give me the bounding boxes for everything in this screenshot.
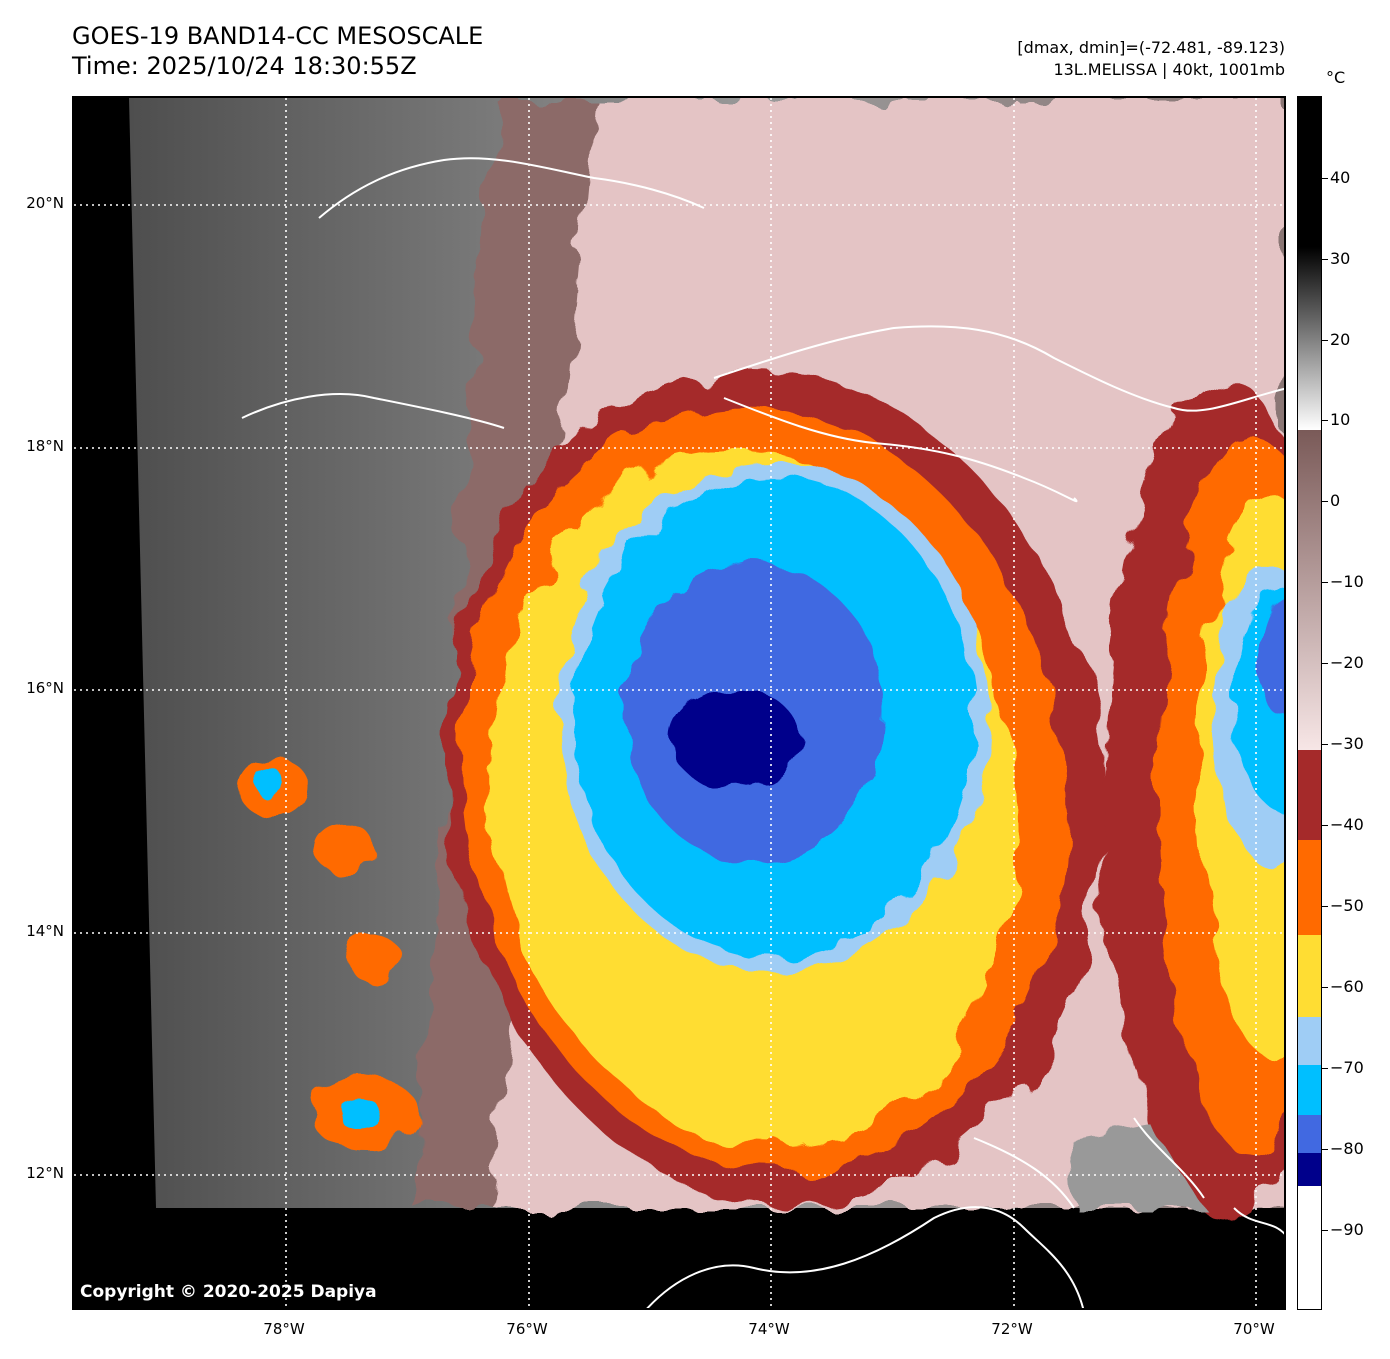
lat-label-20n: 20°N [26, 194, 64, 212]
convective-cells [239, 758, 419, 1148]
colorbar-segment-dark-red [1298, 750, 1321, 840]
colorbar-label-minus60: −60 [1330, 977, 1364, 996]
colorbar [1297, 96, 1322, 1310]
lat-label-14n: 14°N [26, 922, 64, 940]
colorbar-segment-cyan [1298, 1065, 1321, 1115]
colorbar-segment-light-blue [1298, 1017, 1321, 1065]
colorbar-label-10: 10 [1330, 410, 1351, 429]
lon-label-78w: 78°W [263, 1320, 305, 1338]
dmax-dmin-readout: [dmax, dmin]=(-72.481, -89.123) [1017, 38, 1285, 57]
storm-core [559, 463, 1284, 973]
colorbar-segment-white [1298, 1186, 1321, 1309]
colorbar-unit: °C [1326, 68, 1346, 87]
lon-label-70w: 70°W [1233, 1320, 1275, 1338]
coastlines [241, 157, 1284, 1308]
copyright-notice: Copyright © 2020-2025 Dapiya [80, 1282, 377, 1302]
colorbar-label-minus20: −20 [1330, 653, 1364, 672]
ir-imagery [74, 98, 1284, 1308]
colorbar-label-minus40: −40 [1330, 815, 1364, 834]
lon-label-76w: 76°W [506, 1320, 548, 1338]
colorbar-label-0: 0 [1330, 491, 1341, 510]
colorbar-label-minus30: −30 [1330, 734, 1364, 753]
satellite-map: Copyright © 2020-2025 Dapiya [72, 96, 1286, 1310]
lon-label-74w: 74°W [748, 1320, 790, 1338]
colorbar-label-minus80: −80 [1330, 1139, 1364, 1158]
colorbar-label-minus50: −50 [1330, 896, 1364, 915]
colorbar-label-minus70: −70 [1330, 1058, 1364, 1077]
colorbar-label-20: 20 [1330, 330, 1351, 349]
lat-label-12n: 12°N [26, 1164, 64, 1182]
colorbar-segment-brown [1298, 430, 1321, 750]
colorbar-label-30: 30 [1330, 249, 1351, 268]
chart-title: GOES-19 BAND14-CC MESOSCALE [72, 22, 484, 50]
colorbar-label-40: 40 [1330, 168, 1351, 187]
graticule [74, 98, 1284, 1308]
colorbar-segment-orange [1298, 840, 1321, 935]
colorbar-segment-yellow [1298, 935, 1321, 1017]
lat-label-16n: 16°N [26, 679, 64, 697]
storm-info: 13L.MELISSA | 40kt, 1001mb [1053, 60, 1285, 79]
lon-label-72w: 72°W [991, 1320, 1033, 1338]
timestamp: Time: 2025/10/24 18:30:55Z [72, 52, 417, 80]
colorbar-label-minus10: −10 [1330, 572, 1364, 591]
colorbar-segment-gray [1298, 97, 1321, 430]
colorbar-segment-royal-blue [1298, 1115, 1321, 1153]
colorbar-label-minus90: −90 [1330, 1220, 1364, 1239]
colorbar-segment-navy [1298, 1153, 1321, 1186]
lat-label-18n: 18°N [26, 437, 64, 455]
